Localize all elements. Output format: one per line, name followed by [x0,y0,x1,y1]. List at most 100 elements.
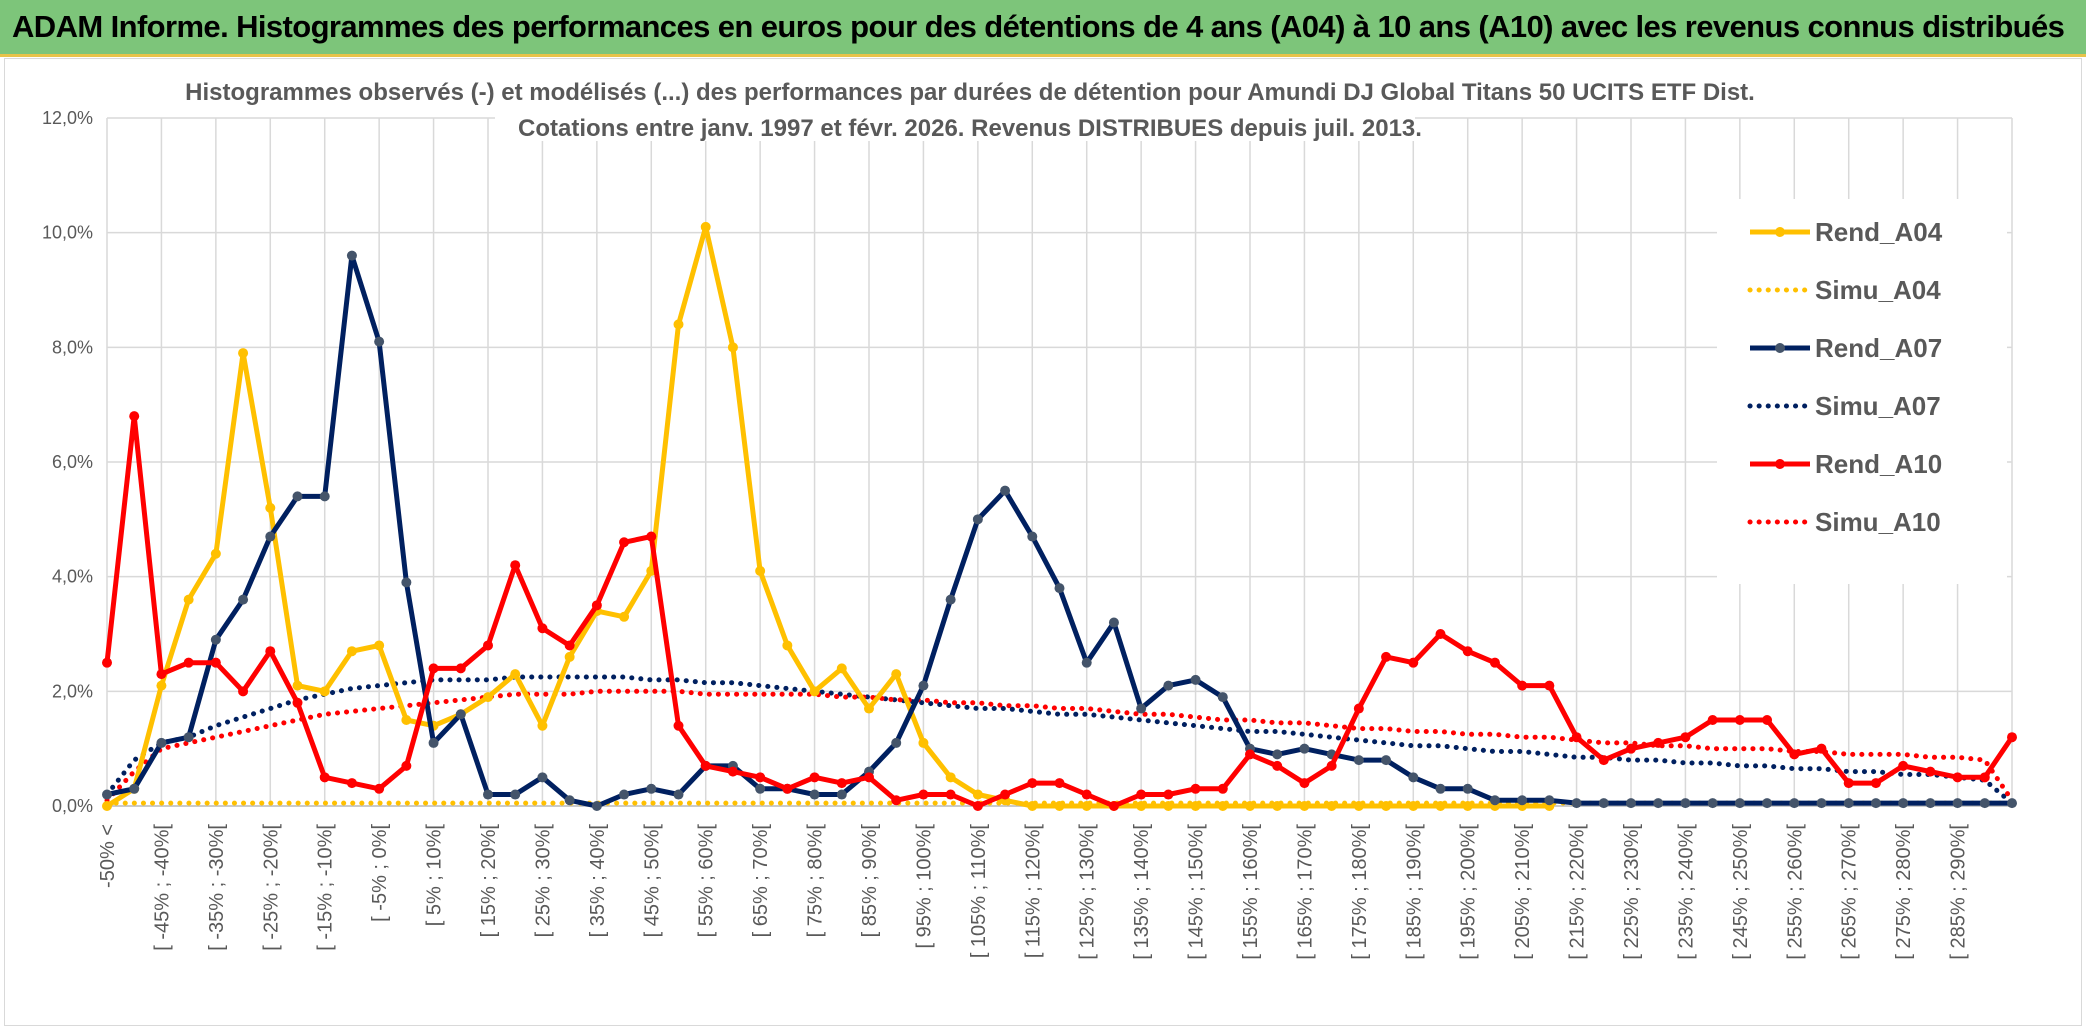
x-tick-label: [ 275% ; 280%[ [1893,824,1915,960]
data-point [673,319,684,330]
legend-backdrop [1717,199,2007,584]
data-point [1353,703,1364,714]
series-lines [102,221,2017,811]
data-point [945,594,956,605]
data-point [891,669,902,680]
data-point [455,663,466,674]
data-point [1326,760,1337,771]
report-banner: ADAM Informe. Histogrammes des performan… [0,0,2086,57]
x-tick-label: [ -5% ; 0%[ [369,824,391,922]
data-point [1081,801,1092,811]
x-tick-label: [ 285% ; 290%[ [1948,824,1970,960]
data-point [1190,783,1201,794]
data-point [673,720,684,731]
data-point [1408,772,1419,783]
data-point [972,514,983,525]
data-point [945,789,956,800]
chart-title-backdrop [195,77,1740,107]
data-point [918,737,929,748]
data-point [782,783,793,794]
y-axis-tick-labels: 0,0% 2,0% 4,0% 6,0% 8,0% 10,0% 12,0% [42,108,93,816]
data-point [1680,798,1691,809]
x-tick-label: [ 225% ; 230%[ [1621,824,1643,960]
data-point [1789,798,1800,809]
legend-label: Simu_A10 [1815,507,1941,537]
data-point [1054,583,1065,594]
data-point [102,657,112,668]
data-point [1163,680,1174,691]
legend-item: Simu_A10 [1747,507,1941,537]
y-tick-label: 12,0% [42,108,93,128]
data-point [319,686,330,697]
data-point [1435,801,1446,811]
data-point [238,348,249,359]
data-point [619,611,630,622]
data-point [1707,798,1718,809]
data-point [210,657,221,668]
x-axis-tick-labels: -50% < [ -45% ; -40%[[ -35% ; -30%[[ -25%… [97,824,1970,960]
data-point [1789,749,1800,760]
x-tick-label: [ 115% ; 120%[ [1022,824,1044,959]
data-point [510,560,521,571]
data-point [1027,778,1038,789]
data-point [1136,789,1147,800]
data-point [1598,755,1609,766]
data-point [1870,798,1881,809]
data-point [265,502,276,513]
data-point [483,692,493,703]
data-point [564,651,575,662]
x-tick-label: [ 25% ; 30%[ [532,824,554,938]
data-point [537,772,548,783]
data-point [292,680,303,691]
data-point [428,737,439,748]
data-point [1163,801,1174,811]
x-tick-label: [ -35% ; -30%[ [206,824,228,951]
legend-label: Rend_A07 [1815,333,1942,363]
data-point [401,760,412,771]
data-point [1870,778,1881,789]
data-point [864,772,874,783]
data-point [1054,801,1065,811]
data-point [564,640,575,651]
data-point [510,789,521,800]
data-point [864,703,874,714]
data-point [1816,798,1827,809]
data-point [646,531,657,542]
legend-marker [1775,459,1785,469]
data-point [1979,798,1990,809]
data-point [1136,801,1147,811]
data-point [1081,657,1092,668]
series-Rend_A04 [102,221,1555,811]
data-point [238,686,249,697]
data-point [1898,760,1909,771]
data-point [891,795,902,806]
data-point [891,737,902,748]
data-point [1734,798,1745,809]
data-point [1217,692,1228,703]
x-tick-label: [ 75% ; 80%[ [805,824,827,938]
data-point [673,789,684,800]
data-point [836,778,847,789]
data-point [102,801,112,811]
data-point [1571,732,1582,743]
data-point [129,783,140,794]
x-tick-label: [ -45% ; -40%[ [151,824,173,951]
data-point [1843,798,1854,809]
chart-subtitle: Cotations entre janv. 1997 et févr. 2026… [518,115,1422,142]
x-tick-label: [ -15% ; -10%[ [315,824,337,951]
data-point [1435,783,1446,794]
data-point [183,657,194,668]
data-point [1925,766,1936,777]
legend-item: Rend_A04 [1750,217,1943,247]
data-point [619,537,630,548]
data-point [1653,737,1664,748]
x-tick-label: [ 45% ; 50%[ [641,824,663,938]
data-point [1626,743,1636,754]
data-point [918,789,929,800]
data-point [1925,798,1936,809]
data-point [1462,801,1473,811]
y-tick-label: 2,0% [52,681,93,701]
data-point [1707,715,1718,725]
data-point [1462,783,1473,794]
data-point [1217,801,1228,811]
